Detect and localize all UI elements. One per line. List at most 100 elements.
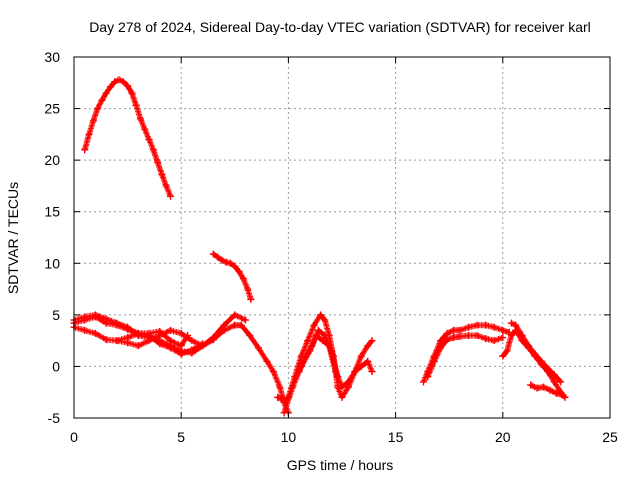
data-point — [364, 357, 372, 365]
axis-ticks: 0 5 10 15 20 25 -5 0 5 10 15 20 25 30 — [44, 49, 618, 445]
data-point — [98, 96, 106, 104]
x-tick-label: 25 — [602, 429, 618, 445]
data-point — [464, 323, 472, 331]
data-point — [244, 285, 252, 293]
y-tick-label: 0 — [52, 358, 60, 374]
data-point — [81, 316, 89, 324]
data-point — [149, 146, 157, 154]
data-point — [94, 105, 102, 113]
data-point — [437, 337, 445, 345]
data-series-arc-d — [113, 327, 192, 350]
data-series-arc-l — [527, 381, 567, 399]
data-point — [246, 331, 254, 339]
data-point — [199, 340, 207, 348]
data-point — [473, 331, 481, 339]
data-point — [499, 352, 507, 360]
data-point — [274, 393, 282, 401]
data-point — [227, 259, 235, 267]
data-point — [111, 78, 119, 86]
data-point — [368, 368, 376, 376]
data-point — [235, 268, 243, 276]
data-point — [106, 83, 114, 91]
data-point — [145, 329, 153, 337]
data-point — [188, 337, 196, 345]
data-series-arc-g — [295, 326, 342, 381]
data-point — [134, 342, 142, 350]
data-point — [295, 368, 303, 376]
data-point — [512, 326, 520, 334]
data-point — [537, 360, 545, 368]
data-point — [317, 311, 325, 319]
data-point — [310, 321, 318, 329]
data-point — [154, 158, 162, 166]
data-point — [308, 342, 316, 350]
data-series-arc-i — [424, 331, 507, 381]
x-tick-label: 15 — [388, 429, 404, 445]
data-point — [503, 347, 511, 355]
y-tick-label: 20 — [44, 152, 60, 168]
data-point — [304, 337, 312, 345]
data-point — [247, 295, 255, 303]
data-point — [218, 256, 226, 264]
data-point — [177, 329, 185, 337]
data-point — [113, 321, 121, 329]
x-tick-label: 10 — [281, 429, 297, 445]
data-point — [430, 357, 438, 365]
data-point — [156, 340, 164, 348]
data-point — [338, 383, 346, 391]
data-point — [507, 319, 515, 327]
data-point — [473, 321, 481, 329]
data-point — [128, 89, 136, 97]
data-point — [158, 171, 166, 179]
data-point — [533, 384, 541, 392]
data-point — [231, 321, 239, 329]
data-point — [334, 373, 342, 381]
data-point — [531, 352, 539, 360]
y-tick-label: 25 — [44, 101, 60, 117]
data-point — [242, 316, 250, 324]
data-point — [102, 319, 110, 327]
data-series-arc-k — [499, 326, 569, 401]
data-point — [499, 326, 507, 334]
data-point — [546, 386, 554, 394]
data-markers-arc-i — [424, 332, 505, 380]
data-point — [209, 250, 217, 258]
data-point — [280, 409, 288, 417]
data-point — [89, 117, 97, 125]
data-point — [302, 352, 310, 360]
data-point — [552, 389, 560, 397]
data-point — [231, 262, 239, 270]
data-point — [119, 78, 127, 86]
data-point — [443, 329, 451, 337]
data-point — [237, 321, 245, 329]
data-point — [254, 344, 262, 352]
data-point — [209, 334, 217, 342]
data-point — [188, 346, 196, 354]
y-tick-label: 30 — [44, 49, 60, 65]
data-point — [464, 331, 472, 339]
data-markers-arc-high — [81, 76, 173, 198]
data-point — [113, 337, 121, 345]
data-point — [550, 378, 558, 386]
x-axis-label: GPS time / hours — [287, 457, 394, 473]
y-axis-label: SDTVAR / TECUs — [5, 182, 21, 294]
data-point — [419, 378, 427, 386]
data-point — [344, 378, 352, 386]
x-tick-label: 5 — [177, 429, 185, 445]
data-point — [177, 350, 185, 358]
data-point — [351, 368, 359, 376]
data-point — [124, 82, 132, 90]
data-point — [263, 357, 271, 365]
x-tick-label: 20 — [495, 429, 511, 445]
y-tick-label: -5 — [48, 410, 61, 426]
data-point — [314, 326, 322, 334]
data-point — [557, 378, 565, 386]
data-series-arc-h — [419, 321, 513, 386]
data-point — [102, 336, 110, 344]
data-point — [124, 325, 132, 333]
data-point — [156, 327, 164, 335]
data-point — [276, 383, 284, 391]
data-point — [518, 337, 526, 345]
data-point — [321, 331, 329, 339]
